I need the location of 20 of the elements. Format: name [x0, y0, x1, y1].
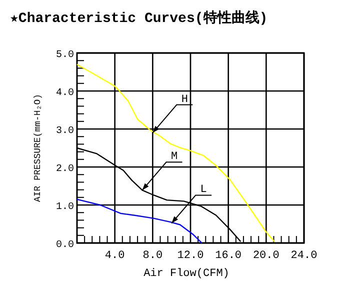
x-tick-label: 12.0: [177, 250, 204, 262]
y-tick-label: 2.0: [56, 164, 74, 175]
x-tick-label: 16.0: [215, 250, 242, 262]
y-tick-label: 4.0: [56, 88, 74, 99]
x-tick-label: 20.0: [252, 250, 280, 262]
annotation: M: [170, 151, 178, 164]
annotation: L: [200, 184, 207, 196]
annotation: H: [181, 94, 188, 106]
y-axis-title: AIR PRESSURE(mm-H₂O): [33, 94, 43, 202]
y-tick-label: 1.0: [56, 202, 74, 213]
x-tick-label: 24.0: [290, 250, 318, 262]
line-series: [76, 198, 202, 244]
y-tick-label: 5.0: [56, 50, 74, 61]
x-tick-label: 4.0: [104, 250, 125, 262]
x-axis-title: Air Flow(CFM): [144, 268, 230, 280]
chart-title: ★Characteristic Curves(特性曲线): [10, 10, 268, 27]
line-series: [76, 64, 276, 242]
y-tick-label: 0.0: [56, 240, 74, 251]
x-tick-label: 8.0: [142, 250, 163, 262]
y-tick-label: 3.0: [56, 126, 74, 137]
